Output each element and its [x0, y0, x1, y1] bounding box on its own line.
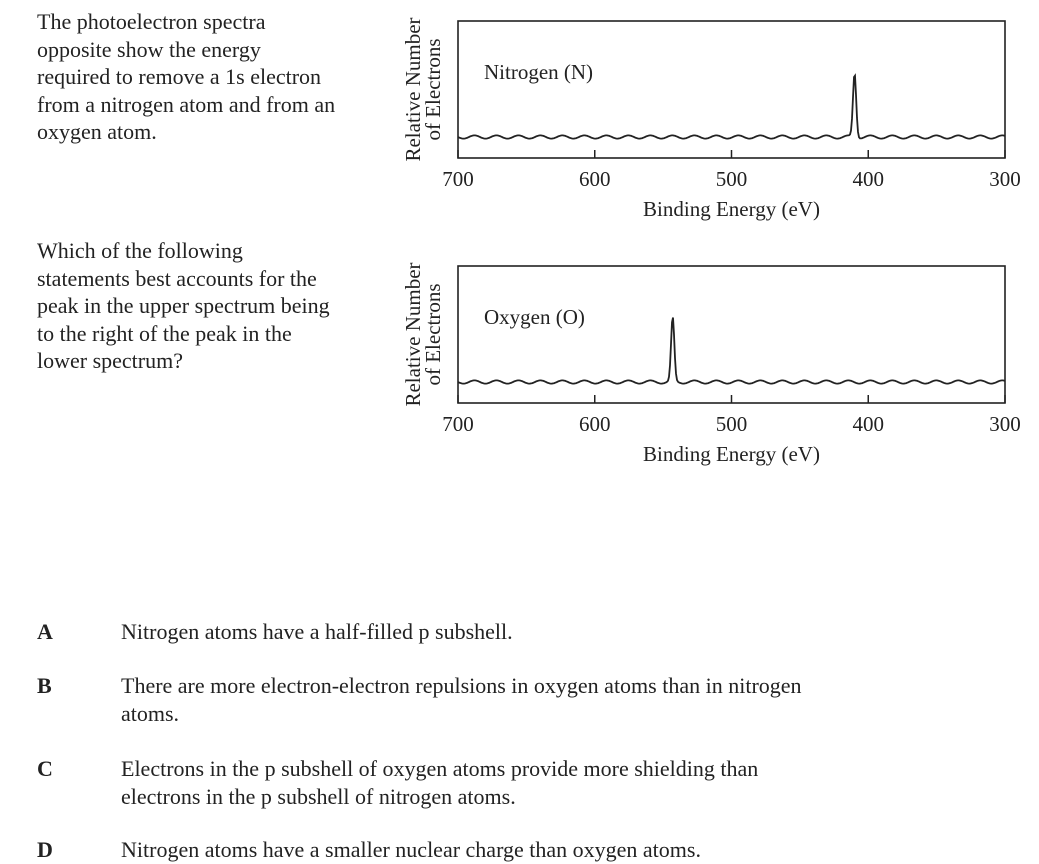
spectra-charts: 700 600 500 400 300 Binding Energy (eV) Relati…	[401, 17, 1021, 466]
x-axis-label: Binding Energy (eV)	[643, 442, 820, 466]
x-tick-label: 300	[989, 412, 1021, 436]
question-prompt: Which of the following statements best a…	[37, 238, 330, 373]
x-tick-label: 500	[716, 412, 748, 436]
option-text: Nitrogen atoms have a smaller nuclear ch…	[121, 837, 701, 862]
x-axis-label: Binding Energy (eV)	[643, 197, 820, 221]
x-tick-label: 700	[442, 167, 474, 191]
option-letter: C	[37, 756, 53, 781]
spectrum-line	[457, 317, 1006, 385]
option-letter: A	[37, 619, 53, 644]
series-label: Nitrogen (N)	[484, 60, 593, 84]
option-b[interactable]: B There are more electron-electron repuls…	[37, 672, 821, 728]
series-label: Oxygen (O)	[484, 305, 585, 329]
spectrum-chart-1: 700 600 500 400 300 Binding Energy (eV) Relati…	[401, 262, 1021, 466]
x-tick-label: 600	[579, 412, 611, 436]
x-tick-label: 400	[853, 167, 885, 191]
spectrum-chart-0: 700 600 500 400 300 Binding Energy (eV) Relati…	[401, 17, 1021, 221]
option-d[interactable]: D Nitrogen atoms have a smaller nuclear c…	[37, 836, 821, 864]
y-axis-label: Relative Numberof Electrons	[401, 262, 445, 406]
x-tick-label: 400	[853, 412, 885, 436]
y-axis-label: Relative Numberof Electrons	[401, 17, 445, 161]
x-tick-label: 600	[579, 167, 611, 191]
option-letter: B	[37, 673, 52, 698]
spectrum-line	[457, 73, 1006, 140]
option-text: Nitrogen atoms have a half-filled p subs…	[121, 619, 513, 644]
x-tick-label: 700	[442, 412, 474, 436]
option-c[interactable]: C Electrons in the p subshell of oxygen a…	[37, 755, 821, 811]
x-tick-label: 300	[989, 167, 1021, 191]
option-a[interactable]: A Nitrogen atoms have a half-filled p sub…	[37, 618, 821, 646]
option-text: There are more electron-electron repulsi…	[121, 673, 802, 726]
option-text: Electrons in the p subshell of oxygen at…	[121, 756, 759, 809]
x-tick-label: 500	[716, 167, 748, 191]
question-stem: The photoelectron spectra opposite show …	[37, 9, 336, 144]
option-letter: D	[37, 837, 53, 862]
